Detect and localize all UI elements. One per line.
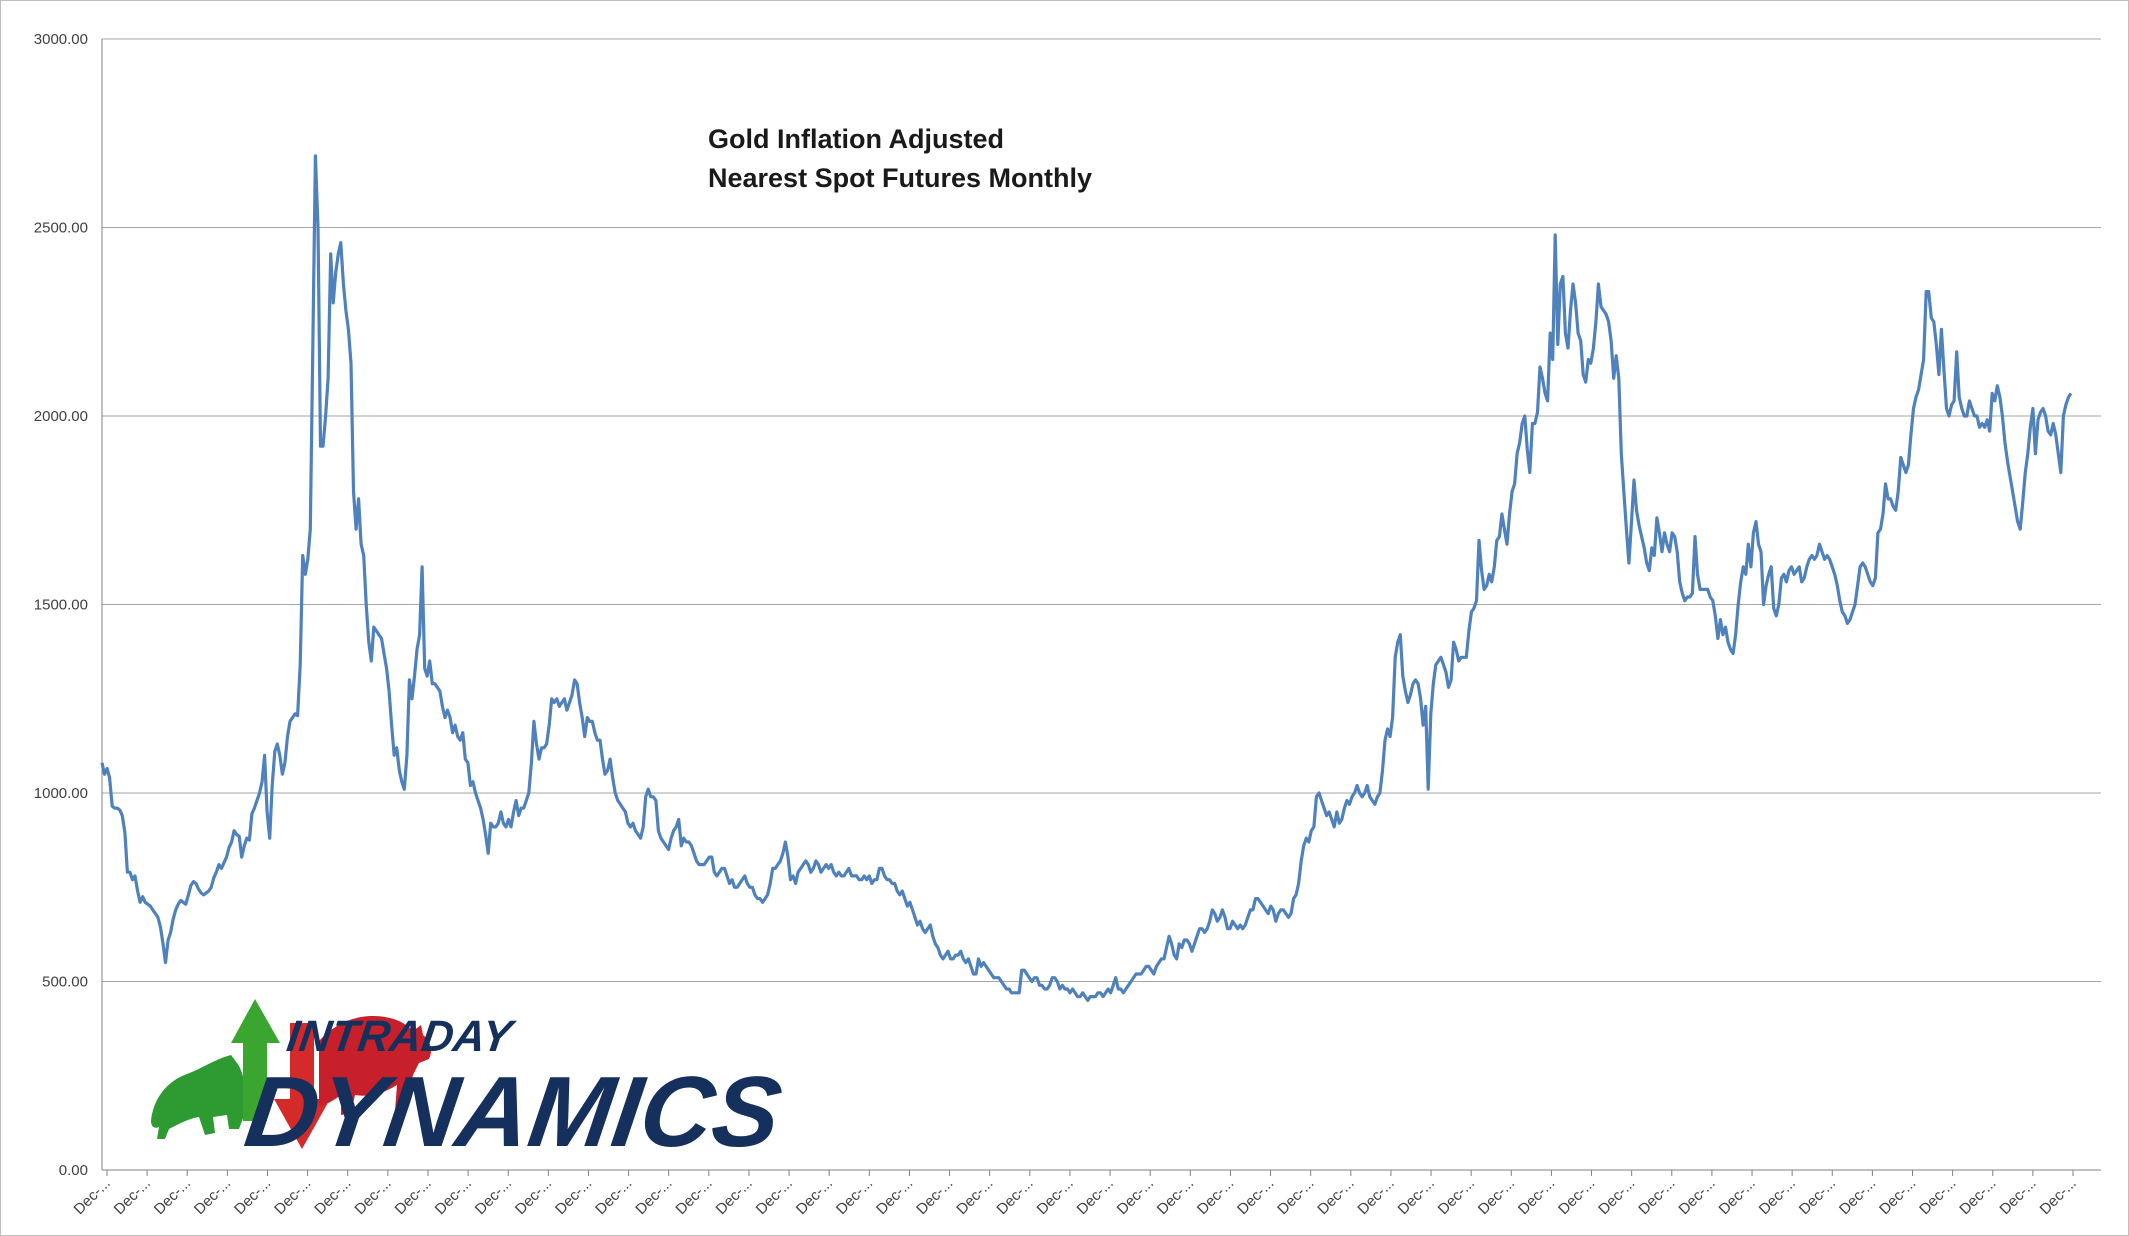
x-tick-label: Dec-... [1435,1175,1478,1218]
logo-line-1: INTRADAY [284,1012,518,1061]
x-tick-label: Dec-... [432,1175,475,1218]
x-tick-label: Dec-... [1836,1175,1879,1218]
down-arrow-icon [274,1023,330,1149]
x-tick-label: Dec-... [632,1175,675,1218]
x-tick-label: Dec-... [71,1175,114,1218]
x-tick-label: Dec-... [472,1175,515,1218]
series-line-0 [100,154,2073,1003]
x-tick-label: Dec-... [512,1175,555,1218]
x-tick-label: Dec-... [592,1175,635,1218]
y-tick-label: 1500.00 [34,597,88,614]
x-tick-label: Dec-... [1956,1175,1999,1218]
x-tick-label: Dec-... [1074,1175,1117,1218]
x-tick-label: Dec-... [1796,1175,1839,1218]
x-tick-label: Dec-... [1034,1175,1077,1218]
chart-title: Gold Inflation Adjusted Nearest Spot Fut… [708,124,1092,193]
x-tick-label: Dec-... [1515,1175,1558,1218]
x-tick-label: Dec-... [1555,1175,1598,1218]
x-tick-label: Dec-... [1595,1175,1638,1218]
x-tick-label: Dec-... [271,1175,314,1218]
x-tick-label: Dec-... [311,1175,354,1218]
x-tick-label: Dec-... [1354,1175,1397,1218]
x-tick-label: Dec-... [392,1175,435,1218]
y-tick-label: 0.00 [59,1162,88,1179]
x-tick-label: Dec-... [151,1175,194,1218]
y-tick-label: 3000.00 [34,31,88,48]
x-tick-label: Dec-... [1314,1175,1357,1218]
y-tick-label: 1000.00 [34,785,88,802]
x-tick-label: Dec-... [753,1175,796,1218]
x-tick-label: Dec-... [993,1175,1036,1218]
y-tick-label: 2000.00 [34,408,88,425]
x-tick-label: Dec-... [1274,1175,1317,1218]
x-tick-label: Dec-... [873,1175,916,1218]
x-tick-label: Dec-... [552,1175,595,1218]
x-tick-label: Dec-... [1475,1175,1518,1218]
x-tick-label: Dec-... [1234,1175,1277,1218]
y-axis-ticks: 0.00 500.00 1000.00 1500.00 2000.00 2500.00 30… [34,31,88,1179]
bull-icon [151,1055,246,1139]
x-tick-label: Dec-... [833,1175,876,1218]
x-axis-ticks: Dec-...Dec-...Dec-...Dec-...Dec-...Dec-.… [71,1170,2080,1218]
x-tick-label: Dec-... [1635,1175,1678,1218]
bear-icon [319,1016,431,1115]
x-tick-label: Dec-... [1675,1175,1718,1218]
series-group [100,154,2073,1003]
chart-title-line-1: Gold Inflation Adjusted [708,124,1004,154]
x-tick-label: Dec-... [953,1175,996,1218]
intraday-dynamics-logo: INTRADAY DYNAMICS [151,999,788,1168]
gridlines [102,38,2101,1171]
x-tick-label: Dec-... [1756,1175,1799,1218]
x-tick-label: Dec-... [1716,1175,1759,1218]
logo-line-2: DYNAMICS [239,1056,788,1167]
y-tick-label: 500.00 [42,974,88,991]
y-tick-label: 2500.00 [34,220,88,237]
x-tick-label: Dec-... [1154,1175,1197,1218]
x-tick-label: Dec-... [231,1175,274,1218]
x-tick-label: Dec-... [351,1175,394,1218]
x-tick-label: Dec-... [1114,1175,1157,1218]
chart-title-line-2: Nearest Spot Futures Monthly [708,163,1092,193]
x-tick-label: Dec-... [111,1175,154,1218]
x-tick-label: Dec-... [672,1175,715,1218]
x-tick-label: Dec-... [1876,1175,1919,1218]
x-tick-label: Dec-... [1395,1175,1438,1218]
x-tick-label: Dec-... [913,1175,956,1218]
x-tick-label: Dec-... [2037,1175,2080,1218]
x-tick-label: Dec-... [1996,1175,2039,1218]
x-tick-label: Dec-... [1194,1175,1237,1218]
x-tick-label: Dec-... [713,1175,756,1218]
x-tick-label: Dec-... [1916,1175,1959,1218]
x-tick-label: Dec-... [191,1175,234,1218]
x-tick-label: Dec-... [793,1175,836,1218]
up-arrow-icon [231,999,280,1121]
